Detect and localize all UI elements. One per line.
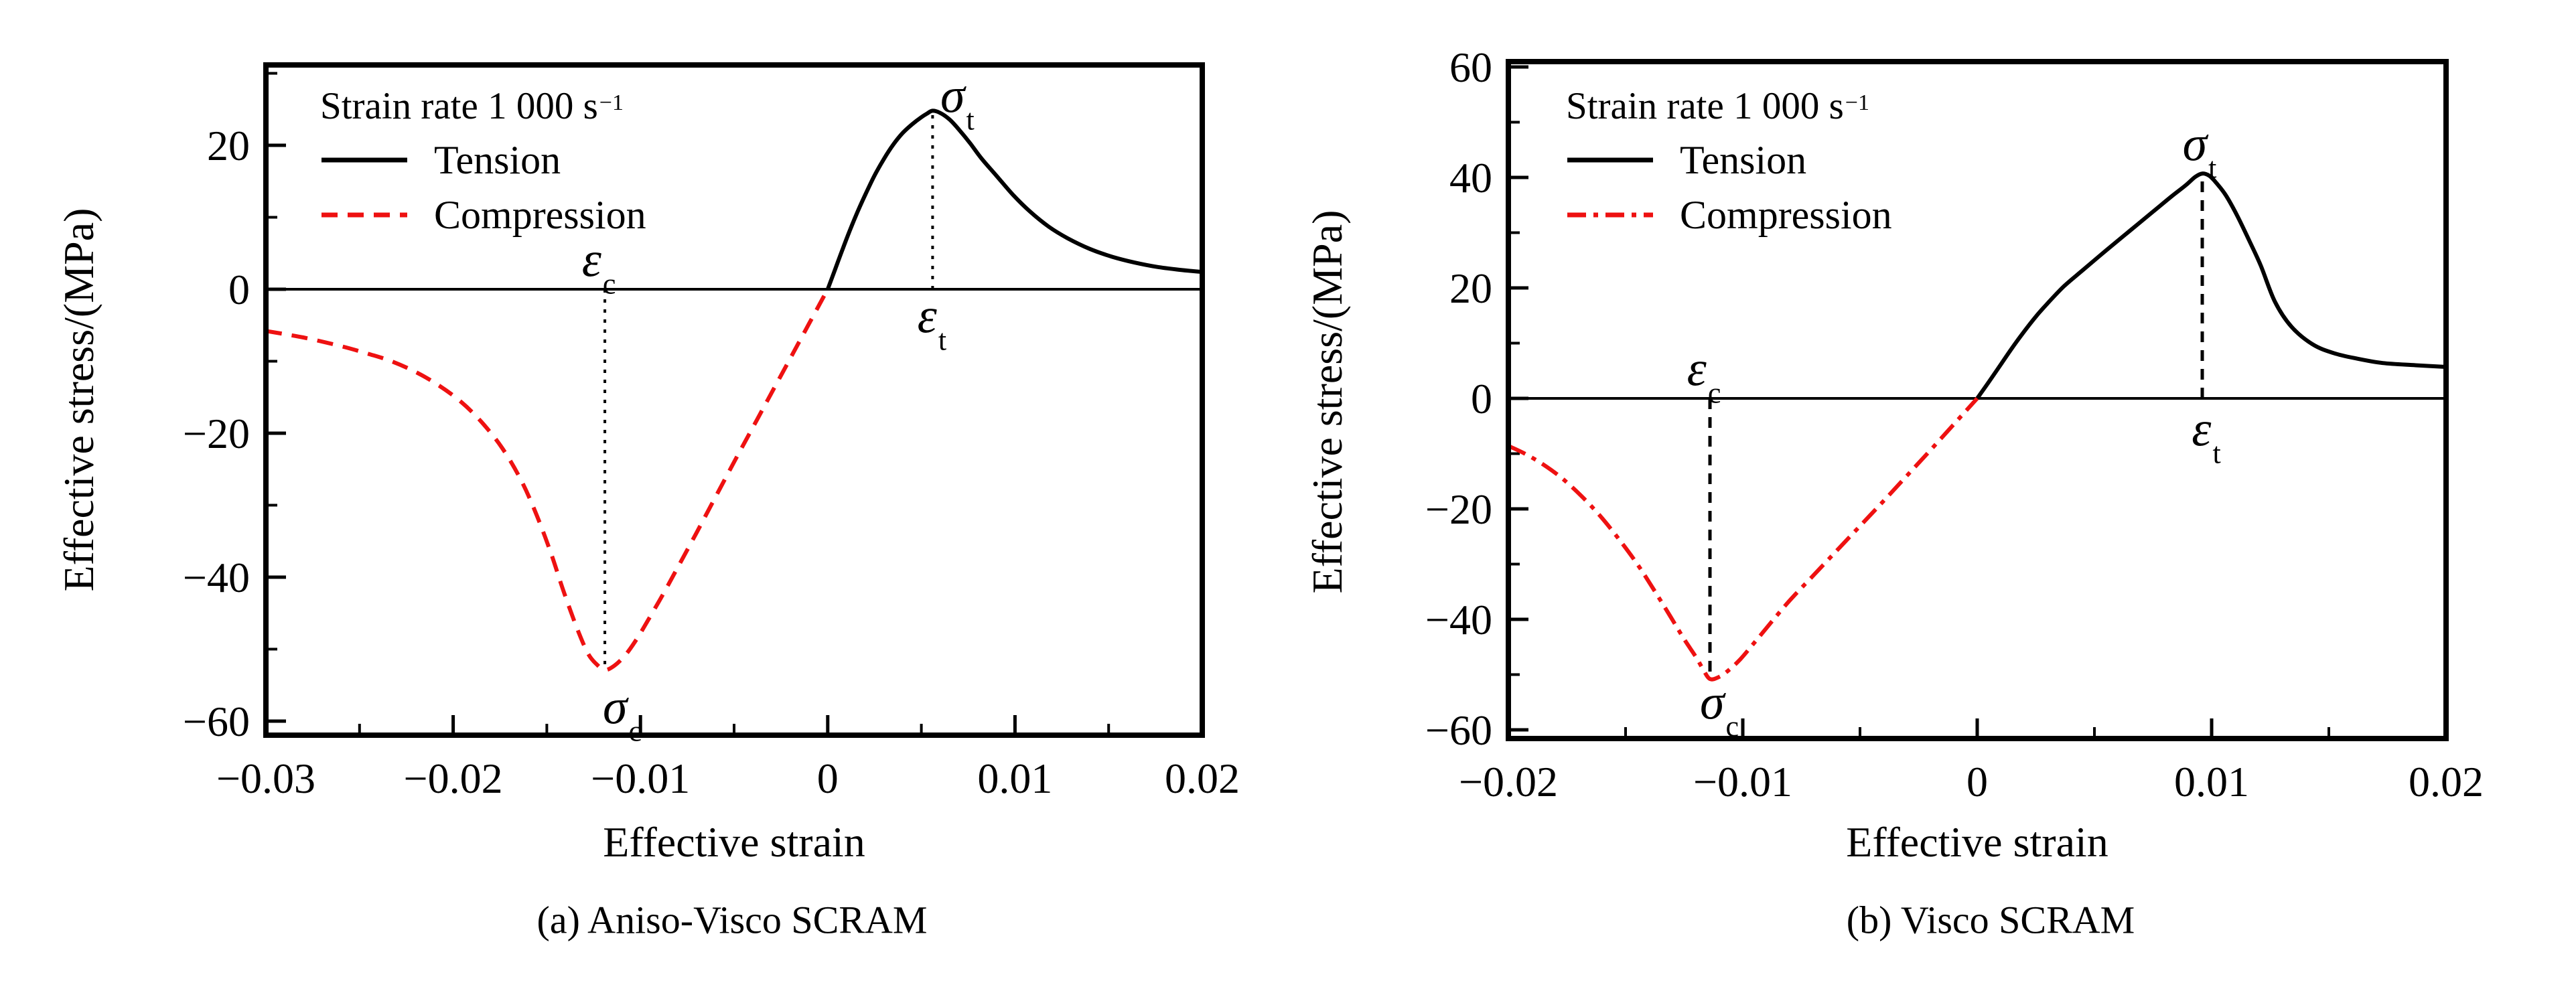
plot-border <box>1506 59 2449 741</box>
y-tick-label: −40 <box>1425 596 1492 643</box>
y-tick-label: −60 <box>1425 706 1492 754</box>
y-tick-label: 0 <box>1471 375 1492 422</box>
y-axis-title-b: Effective stress/(MPa) <box>1303 210 1351 594</box>
x-tick-label: 0.02 <box>1165 755 1240 802</box>
caption-panel-b: (b) Visco SCRAM <box>1846 898 2135 942</box>
y-tick-label: 20 <box>207 122 250 169</box>
x-axis-title-b: Effective strain <box>1846 818 2108 866</box>
curve-compression <box>1507 396 1979 682</box>
y-axis-title-a: Effective stress/(MPa) <box>55 208 102 592</box>
y-tick-label: 40 <box>1449 154 1492 202</box>
annotation-sigma-c-b: σc <box>1699 675 1739 743</box>
legend-item-compression-b: Compression <box>1566 187 1892 242</box>
y-tick-label: 60 <box>1449 44 1492 91</box>
legend-label-compression: Compression <box>1680 192 1892 237</box>
annotation-sigma-t-b: σt <box>2182 117 2217 185</box>
x-tick-label: 0.02 <box>2409 758 2484 805</box>
legend-title-text: Strain rate 1 000 s <box>1566 84 1844 127</box>
x-tick-label: −0.02 <box>1459 758 1558 805</box>
y-tick-label: −20 <box>183 410 250 457</box>
legend-label-tension: Tension <box>434 137 561 182</box>
x-tick-label: 0 <box>817 755 839 802</box>
x-tick-label: 0.01 <box>977 755 1052 802</box>
annotation-sigma-c-a: σc <box>603 680 642 748</box>
x-tick-label: −0.01 <box>1693 758 1792 805</box>
axis-ticks: −0.03 −0.02 −0.01 0 0.01 0.02 20 0 −20 −40 −60 <box>183 72 1240 802</box>
y-tick-label: −20 <box>1425 485 1492 533</box>
axis-ticks: −0.02 −0.01 0 0.01 0.02 60 40 20 0 −20 −40 −60 <box>1425 44 2484 805</box>
x-tick-label: −0.03 <box>216 755 315 802</box>
annotation-eps-c-a: εc <box>581 232 616 301</box>
y-tick-label: 20 <box>1449 264 1492 312</box>
annotation-eps-t-a: εt <box>917 289 947 357</box>
y-tick-label: −40 <box>183 554 250 601</box>
annotation-sigma-t-a: σt <box>940 68 975 137</box>
legend-title-text: Strain rate 1 000 s <box>320 84 598 127</box>
plot-border <box>263 62 1205 738</box>
legend-b: Strain rate 1 000 s −1 Tension Compressio… <box>1566 79 1892 242</box>
legend-item-tension-b: Tension <box>1566 133 1892 187</box>
legend-label-tension: Tension <box>1680 137 1807 182</box>
x-tick-label: 0 <box>1966 758 1988 805</box>
compression-line-swatch <box>1567 212 1653 218</box>
legend-label-compression: Compression <box>434 192 646 237</box>
y-tick-label: 0 <box>228 266 250 313</box>
tension-line-swatch <box>1567 157 1653 163</box>
x-axis-title-a: Effective strain <box>603 818 865 866</box>
legend-item-compression-a: Compression <box>320 187 646 242</box>
legend-a: Strain rate 1 000 s −1 Tension Compressio… <box>320 79 646 242</box>
x-tick-label: −0.02 <box>404 755 503 802</box>
caption-panel-a: (a) Aniso-Visco SCRAM <box>536 898 928 942</box>
legend-title-b: Strain rate 1 000 s −1 <box>1566 79 1892 133</box>
curve-tension <box>1975 171 2447 400</box>
curve-tension <box>825 108 1203 291</box>
legend-title-exponent: −1 <box>1845 90 1869 115</box>
tension-line-swatch <box>321 157 407 163</box>
compression-line-swatch <box>321 212 407 218</box>
y-tick-label: −60 <box>183 698 250 745</box>
legend-title-a: Strain rate 1 000 s −1 <box>320 79 646 133</box>
x-tick-label: −0.01 <box>591 755 690 802</box>
annotation-eps-t-b: εt <box>2192 402 2221 470</box>
legend-item-tension-a: Tension <box>320 133 646 187</box>
annotation-eps-c-b: εc <box>1687 341 1721 410</box>
curve-compression <box>265 288 830 672</box>
x-tick-label: 0.01 <box>2174 758 2249 805</box>
legend-title-exponent: −1 <box>599 90 624 115</box>
